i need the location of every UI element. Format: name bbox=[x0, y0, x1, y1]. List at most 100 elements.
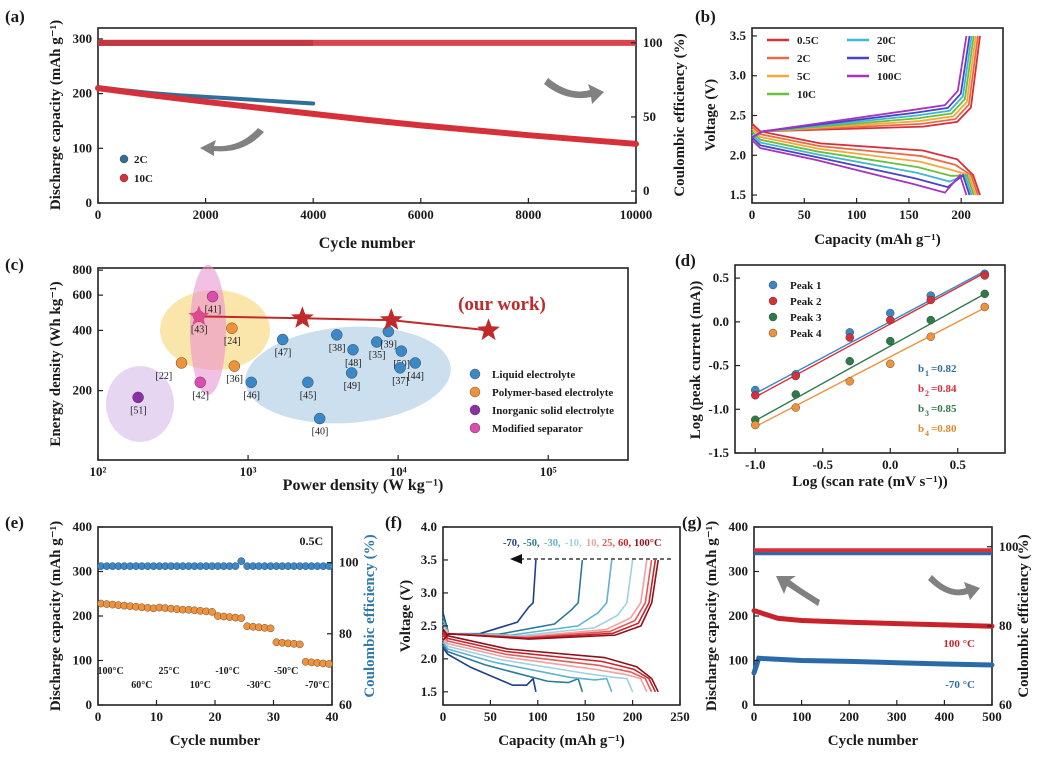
b-value-subscript: 4 bbox=[925, 429, 929, 438]
data-point bbox=[926, 332, 935, 341]
series--10-charge bbox=[442, 559, 634, 637]
data-point bbox=[345, 367, 358, 379]
our-work-star-icon bbox=[379, 308, 403, 330]
temperature-label: 25°C bbox=[159, 666, 180, 677]
y-tick-label: 60 bbox=[999, 697, 1012, 712]
point-ref-label: [46] bbox=[243, 390, 260, 401]
x-tick-label: 0 bbox=[95, 207, 102, 222]
panel-c: (c) [51] [42] [43] [41] [22] [36] [24] [46] [47] [… bbox=[5, 255, 629, 494]
series--70-charge bbox=[442, 559, 537, 635]
y-tick-label: 0 bbox=[86, 697, 93, 712]
plot-frame bbox=[97, 267, 629, 461]
data-point bbox=[791, 403, 800, 412]
series-20C-discharge bbox=[751, 133, 973, 196]
temperature-label: 60°C bbox=[131, 680, 152, 691]
y-tick-label: 3.5 bbox=[730, 28, 747, 43]
x-tick-label: 100 bbox=[792, 709, 812, 724]
x-tick-label: 200 bbox=[623, 709, 643, 724]
data-point bbox=[132, 391, 144, 404]
legend-marker bbox=[469, 422, 481, 434]
legend-label: Peak 1 bbox=[790, 280, 821, 292]
x-axis-title: Cycle number bbox=[828, 733, 919, 749]
x-tick-label: 250 bbox=[670, 709, 690, 724]
y-tick-label: 300 bbox=[73, 31, 93, 46]
data-point bbox=[313, 412, 326, 425]
temperature-header: -10, bbox=[565, 538, 582, 549]
point-ref-label: [24] bbox=[224, 336, 241, 347]
legend-label: 100C bbox=[877, 71, 902, 83]
y-tick-label: 200 bbox=[73, 383, 93, 398]
legend-marker bbox=[768, 312, 778, 322]
y-tick-label: 100 bbox=[73, 653, 93, 668]
y-tick-label: 80 bbox=[999, 618, 1012, 633]
x-tick-label: 10000 bbox=[620, 207, 653, 222]
temperature-label: -70°C bbox=[305, 680, 330, 691]
x-axis-title: Capacity (mAh g⁻¹) bbox=[814, 232, 941, 248]
series-50C-discharge bbox=[751, 136, 971, 196]
b-value-subscript: 2 bbox=[925, 389, 929, 398]
series-100C-charge bbox=[751, 35, 968, 139]
y-tick-label: 1.5 bbox=[421, 684, 438, 699]
our-work-star-icon bbox=[188, 305, 210, 326]
x-tick-label: 500 bbox=[982, 709, 1002, 724]
x-axis-title: Cycle number bbox=[319, 235, 415, 252]
rate-label: 0.5C bbox=[300, 534, 324, 548]
x-axis-title: Power density (W kg⁻¹) bbox=[283, 477, 444, 494]
x-tick-label: 10³ bbox=[240, 464, 257, 479]
x-tick-label: 50 bbox=[798, 207, 811, 222]
legend-label: 20C bbox=[877, 35, 896, 47]
series-25-discharge bbox=[442, 633, 653, 693]
y-tick-label: -1.5 bbox=[708, 445, 729, 460]
temperature-label: -10°C bbox=[215, 666, 240, 677]
point-ref-label: [38] bbox=[329, 343, 346, 354]
y-tick-label: 3.5 bbox=[421, 552, 438, 567]
temperature-header: -30, bbox=[544, 538, 561, 549]
region-inorganic bbox=[106, 366, 174, 442]
y-tick-label: 600 bbox=[73, 287, 93, 302]
our-work-star-icon bbox=[291, 306, 314, 328]
x-tick-label: 20 bbox=[209, 709, 222, 724]
legend-label: 50C bbox=[877, 53, 896, 65]
panel-a: (a) 0 2000 4000 6000 8000 10000 0 100 200 300 0 50 10… bbox=[5, 7, 688, 252]
series-10-discharge bbox=[442, 636, 648, 693]
legend-label: Peak 2 bbox=[790, 296, 822, 308]
data-point bbox=[926, 295, 935, 305]
series-60-charge bbox=[442, 559, 657, 640]
legend-label: Polymer-based electrolyte bbox=[492, 387, 613, 399]
x-tick-label: 100 bbox=[847, 207, 867, 222]
series-60-discharge bbox=[442, 631, 657, 693]
series--30-charge bbox=[442, 559, 613, 636]
x-tick-label: 150 bbox=[899, 207, 919, 222]
panel-label: (b) bbox=[695, 7, 716, 26]
legend-label: 10C bbox=[797, 89, 816, 101]
temperature-label: 100°C bbox=[98, 666, 124, 677]
series-10C-discharge bbox=[751, 131, 975, 196]
series-line bbox=[751, 655, 995, 676]
capacity-point bbox=[266, 624, 275, 633]
y-tick-label: 50 bbox=[643, 109, 656, 124]
series-100-discharge bbox=[442, 628, 659, 693]
point-ref-label: [41] bbox=[205, 305, 222, 316]
legend-marker bbox=[469, 404, 481, 416]
series-100C-discharge bbox=[751, 139, 968, 196]
legend-marker-10C bbox=[119, 173, 129, 183]
efficiency-point bbox=[231, 562, 240, 570]
y-tick-label: 60 bbox=[339, 697, 352, 712]
y-tick-label: 400 bbox=[73, 322, 93, 337]
x-tick-label: 400 bbox=[935, 709, 955, 724]
legend-label: 10C bbox=[134, 173, 153, 185]
b-value-letter: b bbox=[918, 383, 924, 395]
series-10C-line bbox=[95, 85, 639, 147]
series-2C-discharge bbox=[751, 125, 979, 196]
y-tick-label: 1.5 bbox=[730, 187, 747, 202]
y-tick-label: 0.0 bbox=[713, 314, 729, 329]
y-tick-label: 80 bbox=[339, 626, 352, 641]
point-ref-label: [44] bbox=[407, 371, 424, 382]
y-tick-label: 400 bbox=[73, 519, 93, 534]
point-ref-label: [37] bbox=[392, 376, 409, 387]
panel-b: (b) 0 50 100 150 200 1.5 2.0 2.5 3.0 3.5 0.5C 2C 5C 10… bbox=[695, 7, 1004, 248]
legend-label: Peak 4 bbox=[790, 328, 822, 340]
legend-marker bbox=[768, 280, 778, 290]
plot-frame bbox=[734, 264, 1006, 454]
data-point bbox=[845, 333, 854, 342]
